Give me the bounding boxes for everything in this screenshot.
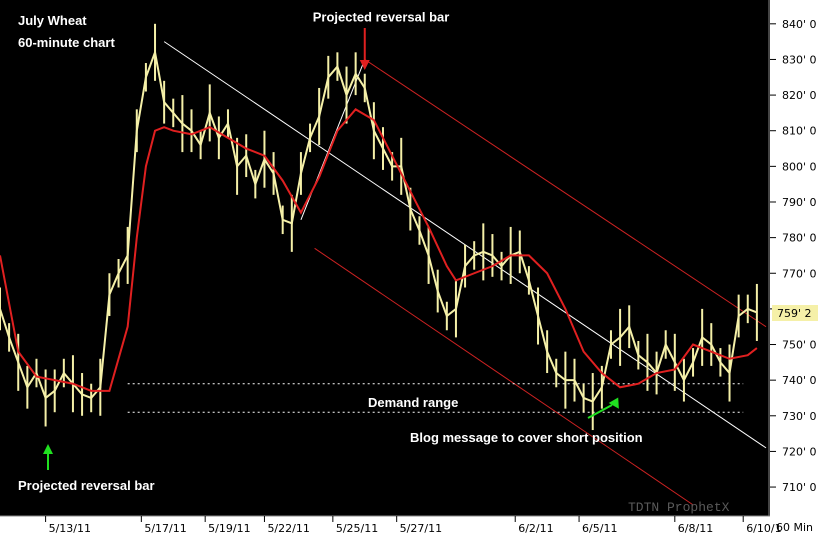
y-tick-label: 770' 0	[782, 267, 817, 280]
arrow-head-green-icon	[43, 444, 53, 454]
y-tick-label: 780' 0	[782, 232, 817, 245]
annotation-demand-range: Demand range	[368, 395, 458, 410]
y-tick-label: 820' 0	[782, 89, 817, 102]
x-tick-label: 6/2/11	[518, 522, 553, 535]
x-tick-label: 5/22/11	[267, 522, 309, 535]
annotation-projected-reversal-top: Projected reversal bar	[313, 9, 450, 24]
current-price-box: 759' 2	[772, 305, 818, 321]
chart-title: July Wheat	[18, 13, 87, 28]
moving-average-series	[0, 108, 758, 392]
y-tick-label: 720' 0	[782, 445, 817, 458]
x-tick-label: 5/27/11	[400, 522, 442, 535]
arrow-head-red-icon	[359, 60, 370, 70]
x-axis: 5/13/11 5/17/11 5/19/11 5/22/11 5/25/11 5/27/…	[45, 516, 782, 535]
y-tick-label: 840' 0	[782, 18, 817, 31]
arrow-shaft-green-blog	[587, 404, 613, 419]
x-tick-label: 6/8/11	[678, 522, 713, 535]
y-tick-label: 710' 0	[782, 481, 817, 494]
x-tick-label: 5/19/11	[208, 522, 250, 535]
period-label: 60 Min	[776, 521, 813, 534]
watermark: TDTN ProphetX	[628, 500, 730, 515]
chart-subtitle: 60-minute chart	[18, 35, 115, 50]
price-line	[0, 48, 758, 403]
channel-line-1	[314, 247, 694, 506]
y-tick-label: 800' 0	[782, 160, 817, 173]
x-axis-panel	[0, 516, 770, 539]
x-tick-label: 5/17/11	[144, 522, 186, 535]
y-tick-label: 730' 0	[782, 410, 817, 423]
y-tick-label: 790' 0	[782, 196, 817, 209]
y-tick-label: 810' 0	[782, 125, 817, 138]
y-tick-label: 830' 0	[782, 53, 817, 66]
y-tick-label: 750' 0	[782, 339, 817, 352]
x-tick-label: 5/13/11	[49, 522, 91, 535]
price-series	[0, 23, 758, 431]
plot-background	[0, 0, 768, 515]
y-axis-panel	[770, 0, 820, 539]
x-tick-label: 5/25/11	[336, 522, 378, 535]
y-tick-label: 740' 0	[782, 374, 817, 387]
x-tick-label: 6/5/11	[582, 522, 617, 535]
annotation-blog-message: Blog message to cover short position	[410, 430, 643, 445]
channel-line-0	[364, 59, 767, 328]
annotations: Projected reversal bar Projected reversal…	[18, 9, 643, 493]
x-tick-label: 6/10/1	[746, 522, 781, 535]
moving-average-line	[0, 108, 758, 392]
arrow-head-green-blog-icon	[608, 397, 619, 409]
annotation-projected-reversal-bottom: Projected reversal bar	[18, 478, 155, 493]
current-price-label: 759' 2	[777, 307, 812, 320]
